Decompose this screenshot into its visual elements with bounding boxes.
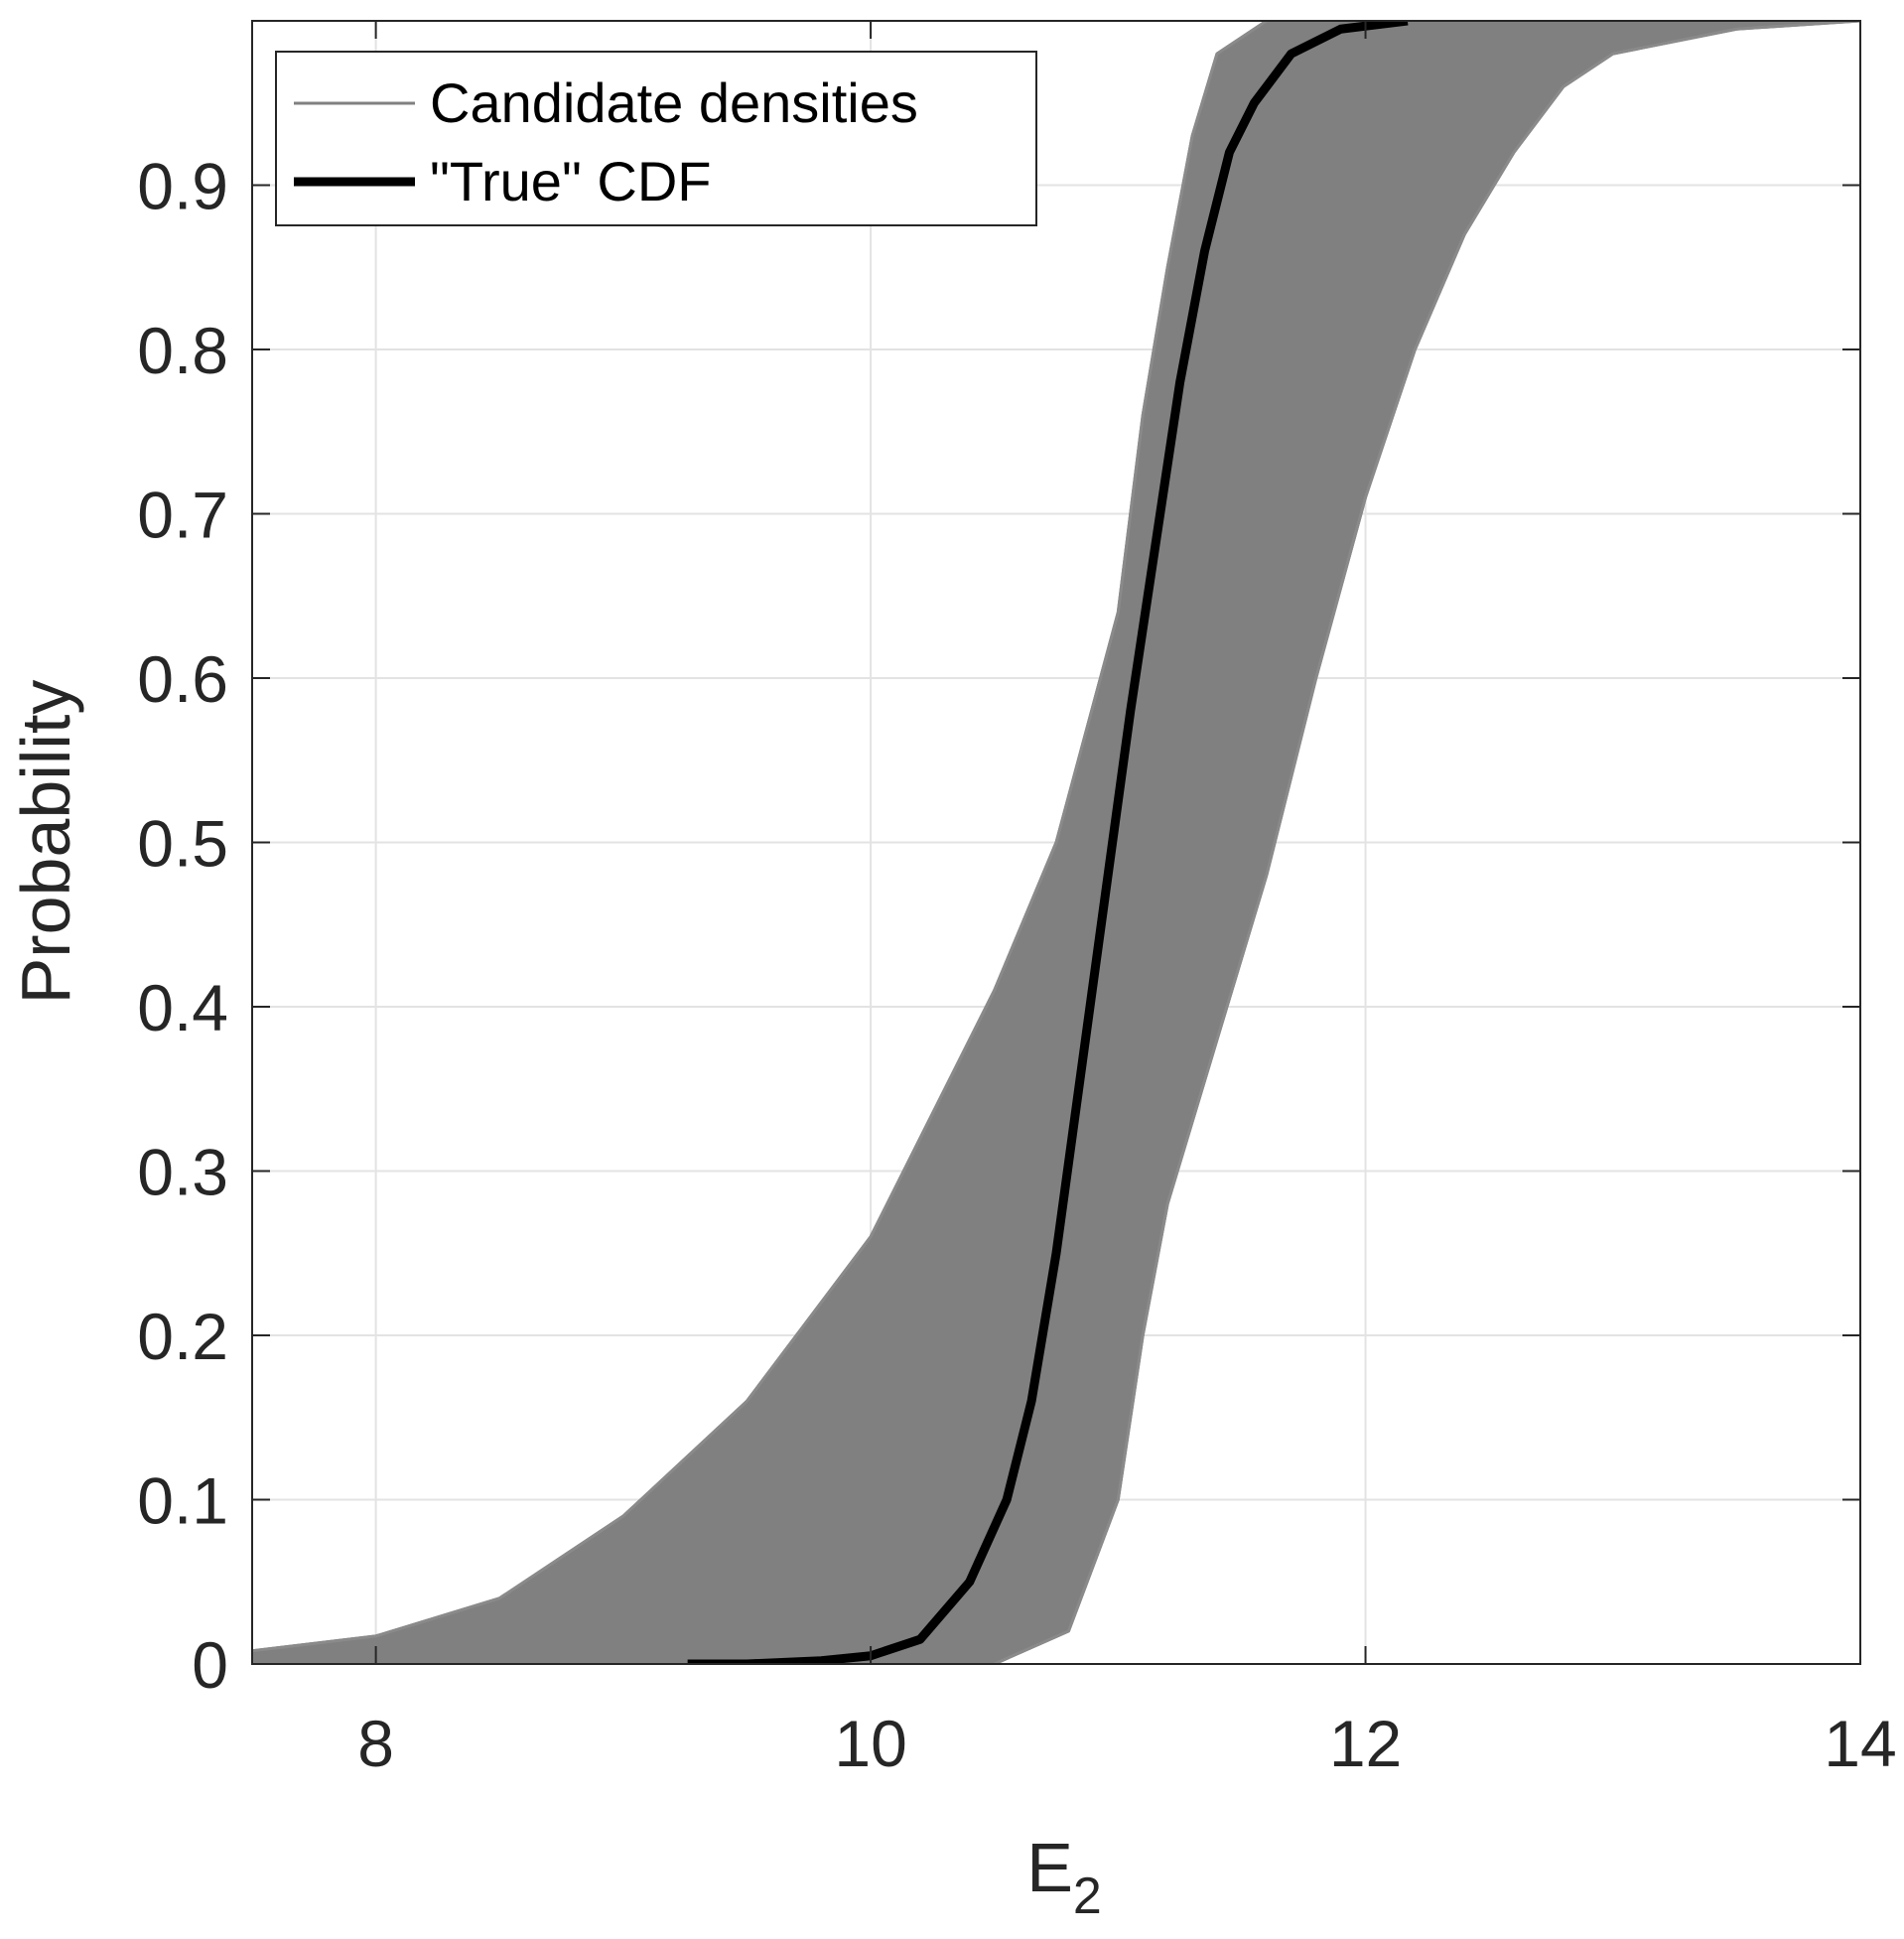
x-tick-label-8: 8 <box>357 1707 394 1780</box>
y-tick-label-0.1: 0.1 <box>137 1464 228 1538</box>
candidate-densities-right-edge <box>994 21 1860 1664</box>
legend: Candidate densities "True" CDF <box>275 51 1037 226</box>
y-axis-label: Probability <box>7 680 84 1005</box>
x-axis-label-subscript: 2 <box>1073 1868 1102 1925</box>
y-tick-labels: 0 0.1 0.2 0.3 0.4 0.5 0.6 0.7 0.8 0.9 <box>137 150 228 1703</box>
y-tick-label-0.5: 0.5 <box>137 807 228 881</box>
legend-box <box>275 51 1037 226</box>
x-axis-label: E2 <box>1026 1829 1102 1925</box>
x-tick-label-14: 14 <box>1824 1707 1896 1780</box>
axis-ticks <box>252 21 1861 1665</box>
legend-label-candidate-densities: Candidate densities <box>430 71 918 134</box>
y-tick-label-0: 0 <box>192 1628 228 1702</box>
y-tick-label-0.7: 0.7 <box>137 479 228 552</box>
y-tick-label-0.2: 0.2 <box>137 1300 228 1373</box>
legend-label-true-cdf: "True" CDF <box>430 150 711 212</box>
y-tick-label-0.4: 0.4 <box>137 971 228 1044</box>
y-tick-label-0.3: 0.3 <box>137 1136 228 1209</box>
y-tick-label-0.8: 0.8 <box>137 314 228 387</box>
y-tick-label-0.9: 0.9 <box>137 150 228 223</box>
true-cdf-layer <box>687 21 1409 1664</box>
x-tick-label-12: 12 <box>1329 1707 1402 1780</box>
y-tick-label-0.6: 0.6 <box>137 642 228 716</box>
true-cdf-line <box>687 21 1409 1664</box>
candidate-densities-left-edge <box>252 21 1268 1653</box>
candidate-densities-band <box>252 21 1860 1664</box>
x-tick-label-10: 10 <box>834 1707 906 1780</box>
x-axis-label-main: E <box>1026 1829 1073 1906</box>
x-tick-labels: 8 10 12 14 <box>357 1707 1896 1780</box>
